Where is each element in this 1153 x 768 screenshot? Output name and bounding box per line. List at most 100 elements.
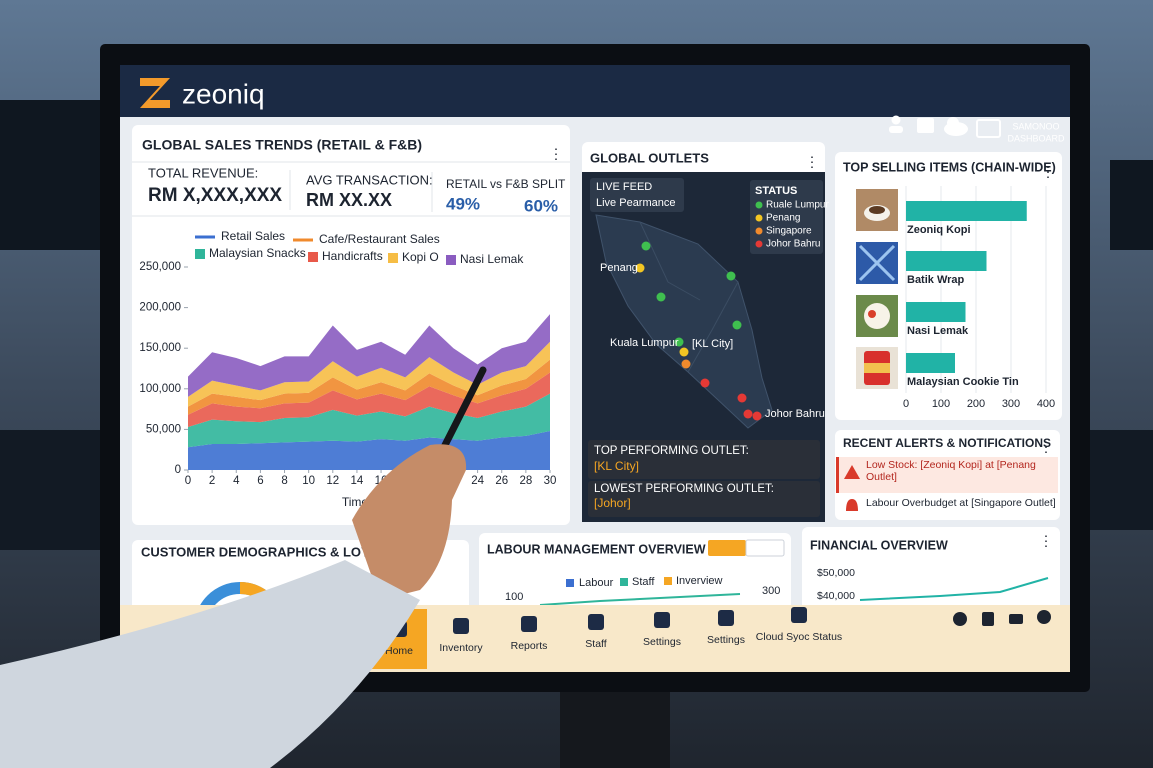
nav-icon[interactable] xyxy=(453,618,469,634)
x-tick-label: 26 xyxy=(495,475,508,487)
nav-label[interactable]: Settings xyxy=(643,636,681,648)
list-toggle[interactable] xyxy=(745,539,785,557)
status-dot xyxy=(755,214,763,222)
legend-label: Labour xyxy=(579,577,614,589)
calendar-icon[interactable] xyxy=(917,118,934,133)
brand-name: zeoniq xyxy=(182,78,265,109)
outlet-marker[interactable] xyxy=(752,411,762,421)
nav-label[interactable]: Staff xyxy=(585,638,606,650)
user-icon-body[interactable] xyxy=(889,126,903,133)
area-series xyxy=(188,359,550,415)
bar-label: Nasi Lemak xyxy=(907,325,969,337)
x-tick-label: 6 xyxy=(257,475,263,487)
outlet-marker[interactable] xyxy=(641,241,651,251)
map-border xyxy=(639,221,739,373)
panel-menu[interactable]: ⋮ xyxy=(1039,533,1053,549)
nav-label[interactable]: Home xyxy=(385,645,413,657)
grid-toggle[interactable] xyxy=(708,540,746,556)
hand xyxy=(352,444,467,600)
cloud-icon-top[interactable] xyxy=(947,117,959,129)
thumb-sambal xyxy=(868,310,876,318)
header-icons[interactable] xyxy=(889,115,1001,138)
outlet-marker[interactable] xyxy=(679,347,689,357)
nav-label[interactable]: Inventory xyxy=(439,642,483,654)
alert-text: Low Stock: [Zeoniq Kopi] at [Penang Outl… xyxy=(866,459,1036,483)
y-tick-label: 0 xyxy=(175,464,181,476)
x-tick-label: 100 xyxy=(932,398,950,410)
panel-menu[interactable]: ⋮ xyxy=(805,154,819,170)
thumb-plate xyxy=(864,303,890,329)
panel-menu[interactable]: ⋮ xyxy=(1039,439,1053,455)
badge-top: SAMONOO xyxy=(1012,121,1059,131)
nav-icon[interactable] xyxy=(718,610,734,626)
thumb-pattern xyxy=(858,244,896,282)
map-markers: Ruale Lumpur Penang Singapore Johor Bahru Pe… xyxy=(600,200,829,421)
legend-label: Inverview xyxy=(676,575,723,587)
alert-accent xyxy=(836,457,839,493)
status-label: Johor Bahru xyxy=(766,239,820,250)
sleeve xyxy=(0,560,420,768)
outlet-marker[interactable] xyxy=(732,320,742,330)
outlet-marker[interactable] xyxy=(737,393,747,403)
x-tick-label: 12 xyxy=(326,475,339,487)
nav-label[interactable]: Settings xyxy=(707,634,745,646)
map-label: Penang xyxy=(600,262,638,274)
nav-icon[interactable] xyxy=(588,614,604,630)
kpi-value: RM XX.XX xyxy=(306,190,392,210)
top-items-chart: 0 100 200 300 400 Zeoniq Kopi Batik Wrap Nasi L… xyxy=(903,186,1055,410)
legend-swatch xyxy=(620,578,628,586)
legend-label: Kopi O xyxy=(402,250,439,264)
x-tick-label: 30 xyxy=(544,475,557,487)
alert-row[interactable] xyxy=(836,457,1058,493)
kpi-label: TOTAL REVENUE: xyxy=(148,165,258,180)
outlet-marker[interactable] xyxy=(674,337,684,347)
panel-menu[interactable]: ⋮ xyxy=(1041,164,1055,180)
panel-menu[interactable]: ⋮ xyxy=(549,146,563,162)
panel-title: RECENT ALERTS & NOTIFICATIONS xyxy=(843,436,1051,450)
clipboard-icon[interactable] xyxy=(982,612,994,626)
x-tick-label: 300 xyxy=(1002,398,1020,410)
x-tick-label: 24 xyxy=(471,475,484,487)
id-icon[interactable] xyxy=(976,119,1001,138)
outlet-marker[interactable] xyxy=(743,409,753,419)
thumb-coffee xyxy=(869,206,885,214)
panel-title: FINANCIAL OVERVIEW xyxy=(810,538,948,552)
clock-icon[interactable] xyxy=(1037,610,1051,624)
nav-icon[interactable] xyxy=(521,616,537,632)
legend-label: Retail Sales xyxy=(221,229,285,243)
outlet-marker[interactable] xyxy=(656,292,666,302)
logo-mark xyxy=(140,78,170,108)
nav-icon[interactable] xyxy=(791,607,807,623)
outlet-marker[interactable] xyxy=(681,359,691,369)
outlet-marker[interactable] xyxy=(635,263,645,273)
user-icon[interactable] xyxy=(891,115,901,125)
status-label: Penang xyxy=(766,213,800,224)
help-icon[interactable] xyxy=(953,612,967,626)
nav-icon[interactable] xyxy=(654,612,670,628)
wall-screen xyxy=(1090,430,1153,530)
layers-icon[interactable] xyxy=(1009,614,1023,624)
bar-label: Zeoniq Kopi xyxy=(907,224,971,236)
outlet-marker[interactable] xyxy=(726,271,736,281)
y-tick-label: 250,000 xyxy=(139,261,181,273)
bar xyxy=(906,251,987,271)
x-tick-label: 2 xyxy=(209,475,215,487)
panel-title: GLOBAL SALES TRENDS (RETAIL & F&B) xyxy=(142,137,422,153)
legend-label: Staff xyxy=(632,576,655,588)
status-dot xyxy=(755,227,763,235)
nav-right-icons[interactable] xyxy=(953,610,1051,626)
kpi-value: 49% xyxy=(446,194,480,213)
x-tick-label: 400 xyxy=(1037,398,1055,410)
x-tick-label: 200 xyxy=(967,398,985,410)
nav-label[interactable]: Cloud Syoc Status xyxy=(756,631,842,643)
live-feed-subtitle: Live Pearmance xyxy=(596,197,676,209)
nav-label[interactable]: Reports xyxy=(511,640,548,652)
lowest-outlet-label: LOWEST PERFORMING OUTLET: xyxy=(594,483,774,495)
legend-swatch xyxy=(308,252,318,262)
app-header xyxy=(120,65,1070,117)
panel-title: TOP SELLING ITEMS (CHAIN-WIDE) xyxy=(843,160,1056,174)
kpi-value: RM X,XXX,XXX xyxy=(148,185,282,206)
status-box xyxy=(750,180,823,254)
legend-label: Handicrafts xyxy=(322,249,383,263)
outlet-marker[interactable] xyxy=(700,378,710,388)
